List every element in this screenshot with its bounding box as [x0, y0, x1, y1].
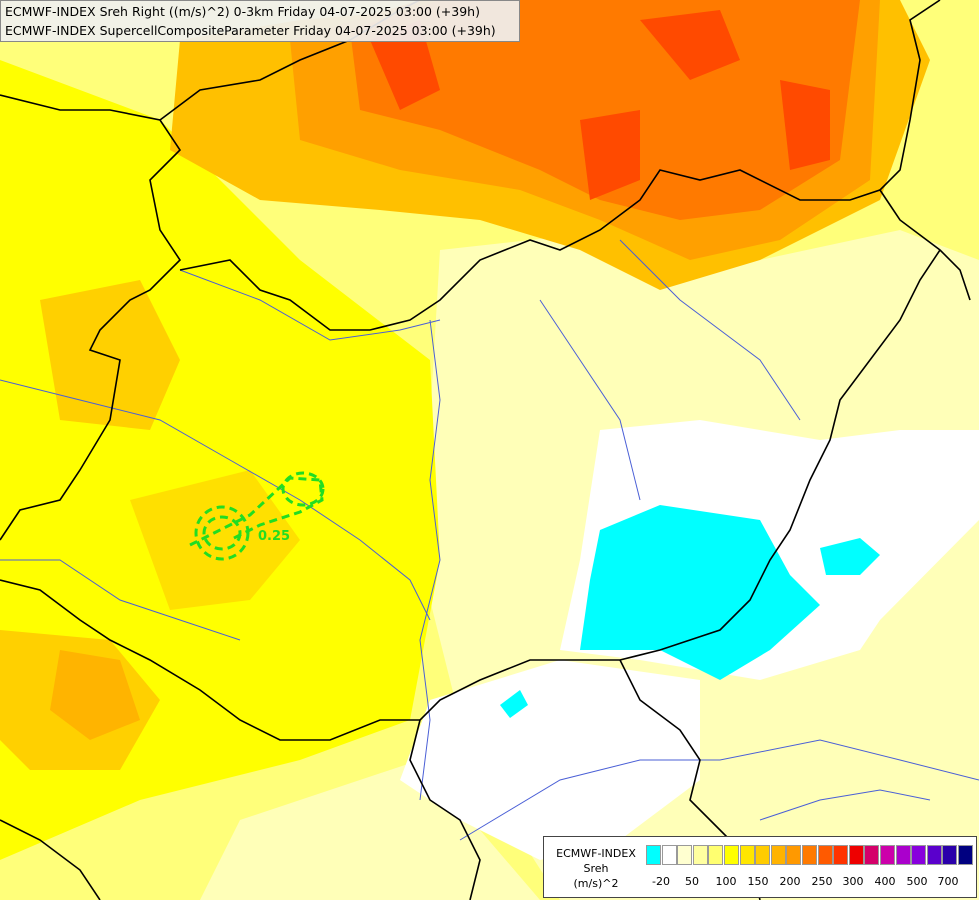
legend-tick-label: -20: [652, 875, 670, 888]
red-core-4: [640, 10, 740, 80]
negative-field: [580, 505, 820, 680]
legend-swatch: [895, 845, 911, 865]
header-line-sreh: ECMWF-INDEX Sreh Right ((m/s)^2) 0-3km F…: [5, 4, 480, 19]
legend-tick-label: 400: [874, 875, 896, 888]
red-core-3: [780, 80, 830, 170]
red-core-2: [580, 110, 640, 200]
legend-swatch: [708, 845, 724, 865]
map-header: ECMWF-INDEX Sreh Right ((m/s)^2) 0-3km F…: [0, 0, 520, 42]
legend-tick-label: 100: [715, 875, 737, 888]
contour-label: 0.25: [258, 529, 290, 544]
legend-tick-label: 200: [779, 875, 801, 888]
legend-swatch: [911, 845, 927, 865]
legend-swatch: [770, 845, 786, 865]
legend-swatch: [942, 845, 958, 865]
legend-swatch: [739, 845, 755, 865]
legend-tick-label: 250: [811, 875, 833, 888]
legend-swatch: [958, 845, 973, 865]
legend-swatch: [833, 845, 849, 865]
legend-swatch: [786, 845, 802, 865]
red-core-1: [370, 20, 440, 110]
scp-contours: [189, 471, 325, 561]
legend-swatch: [848, 845, 864, 865]
negative-patch-east: [820, 538, 880, 575]
orange-patch-west: [50, 650, 140, 740]
legend-swatch: [692, 845, 708, 865]
legend-tick-label: 150: [747, 875, 769, 888]
legend-swatch: [926, 845, 942, 865]
legend-swatch: [802, 845, 817, 865]
legend-title-unit: (m/s)^2: [573, 877, 619, 890]
header-line-scp: ECMWF-INDEX SupercellCompositeParameter …: [5, 23, 496, 38]
legend-swatch: [880, 845, 895, 865]
legend-swatch: [724, 845, 739, 865]
negative-patch-south: [500, 690, 528, 718]
color-legend: ECMWF-INDEX Sreh (m/s)^2 -20 50 100 150 200 2…: [543, 836, 977, 898]
legend-title-param: Sreh: [583, 862, 609, 875]
legend-tick-label: 50: [685, 875, 699, 888]
pale-field-south: [200, 760, 540, 900]
legend-swatch: [817, 845, 833, 865]
zero-field-south: [400, 660, 700, 860]
legend-tick-label: 700: [937, 875, 959, 888]
legend-swatch: [677, 845, 693, 865]
legend-tick-label: 300: [842, 875, 864, 888]
gold-patch-1: [40, 280, 180, 430]
legend-swatch: [646, 845, 661, 865]
legend-tick-label: 500: [906, 875, 928, 888]
legend-swatch: [864, 845, 880, 865]
legend-title-source: ECMWF-INDEX: [556, 847, 636, 860]
gold-patch-3: [130, 470, 300, 610]
rivers: [0, 239, 979, 841]
legend-swatch: [755, 845, 771, 865]
legend-swatch: [661, 845, 677, 865]
